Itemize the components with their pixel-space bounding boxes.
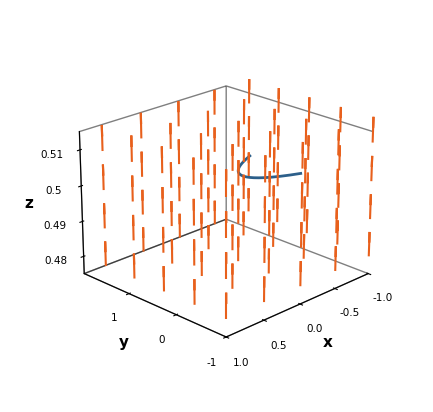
- X-axis label: x: x: [323, 335, 333, 350]
- Y-axis label: y: y: [119, 335, 129, 350]
